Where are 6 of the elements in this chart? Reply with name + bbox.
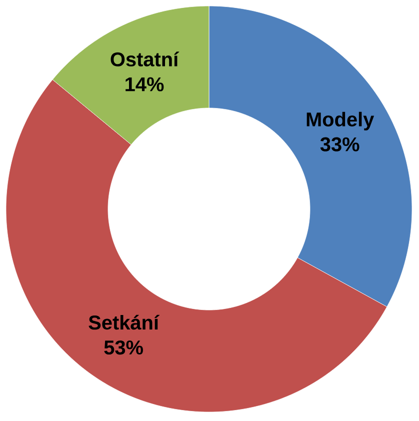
data-label: 53% xyxy=(104,340,143,355)
slice-label: Ostatní xyxy=(110,52,180,66)
data-label: 14% xyxy=(126,77,164,92)
slice-label: Setkání xyxy=(88,314,160,330)
data-label: 33% xyxy=(320,137,360,152)
slice-label: Modely xyxy=(306,112,374,130)
